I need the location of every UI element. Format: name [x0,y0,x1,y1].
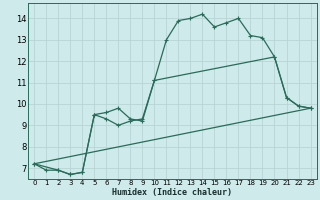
X-axis label: Humidex (Indice chaleur): Humidex (Indice chaleur) [112,188,232,197]
